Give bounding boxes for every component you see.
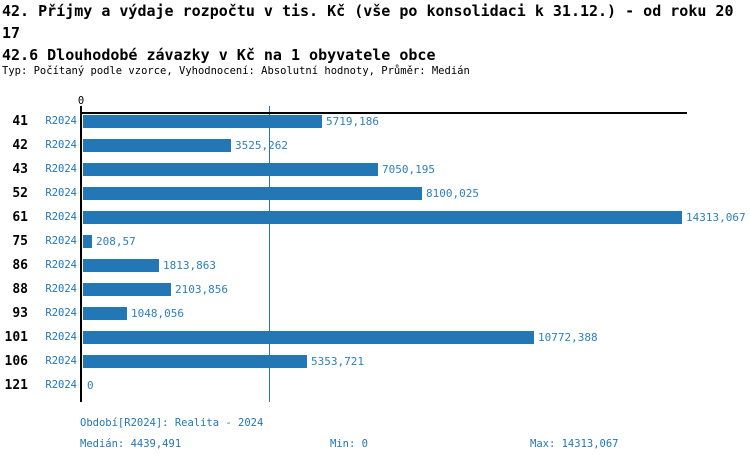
bar (83, 331, 534, 344)
row-series-label: R2024 (45, 187, 77, 199)
row-series-label: R2024 (45, 211, 77, 223)
bar (83, 139, 231, 152)
bar (83, 163, 378, 176)
chart-meta-info: Typ: Počítaný podle vzorce, Vyhodnocení:… (2, 65, 470, 77)
row-series-label: R2024 (45, 283, 77, 295)
row-category-label: 88 (12, 282, 28, 297)
row-series-label: R2024 (45, 355, 77, 367)
bar (83, 283, 171, 296)
row-series-label: R2024 (45, 115, 77, 127)
y-axis-line (80, 106, 82, 402)
footer-min-label: Min: 0 (330, 438, 368, 450)
bar-value-label: 0 (87, 379, 94, 392)
bar-value-label: 5353,721 (311, 355, 364, 368)
bar-value-label: 208,57 (96, 235, 136, 248)
bar-value-label: 2103,856 (175, 283, 228, 296)
row-category-label: 121 (4, 378, 28, 393)
bar (83, 307, 127, 320)
row-series-label: R2024 (45, 259, 77, 271)
x-axis-line (80, 112, 687, 114)
footer-median-label: Medián: 4439,491 (80, 438, 182, 450)
row-category-label: 101 (4, 330, 28, 345)
bar (83, 259, 159, 272)
bar-value-label: 7050,195 (382, 163, 435, 176)
chart-subtitle: 42.6 Dlouhodobé závazky v Kč na 1 obyvat… (2, 46, 436, 64)
row-series-label: R2024 (45, 331, 77, 343)
row-series-label: R2024 (45, 163, 77, 175)
row-series-label: R2024 (45, 235, 77, 247)
row-series-label: R2024 (45, 139, 77, 151)
bar (83, 187, 422, 200)
row-category-label: 75 (12, 234, 28, 249)
bar-value-label: 1813,863 (163, 259, 216, 272)
chart-title-line2: 17 (2, 24, 21, 42)
row-category-label: 86 (12, 258, 28, 273)
row-category-label: 93 (12, 306, 28, 321)
bar (83, 115, 322, 128)
row-category-label: 43 (12, 162, 28, 177)
row-category-label: 61 (12, 210, 28, 225)
bar-value-label: 1048,056 (131, 307, 184, 320)
row-series-label: R2024 (45, 379, 77, 391)
bar-value-label: 14313,067 (686, 211, 746, 224)
bar (83, 235, 92, 248)
bar-value-label: 10772,388 (538, 331, 598, 344)
bar-value-label: 5719,186 (326, 115, 379, 128)
row-category-label: 42 (12, 138, 28, 153)
median-reference-line (269, 106, 270, 402)
row-category-label: 52 (12, 186, 28, 201)
bar (83, 211, 682, 224)
x-axis-zero-tick-label: 0 (77, 95, 85, 107)
bar (83, 355, 307, 368)
row-series-label: R2024 (45, 307, 77, 319)
footer-max-label: Max: 14313,067 (530, 438, 619, 450)
footer-period-label: Období[R2024]: Realita - 2024 (80, 417, 264, 429)
bar-value-label: 3525,262 (235, 139, 288, 152)
row-category-label: 41 (12, 114, 28, 129)
row-category-label: 106 (4, 354, 28, 369)
bar-value-label: 8100,025 (426, 187, 479, 200)
chart-title-line1: 42. Příjmy a výdaje rozpočtu v tis. Kč (… (2, 2, 734, 20)
